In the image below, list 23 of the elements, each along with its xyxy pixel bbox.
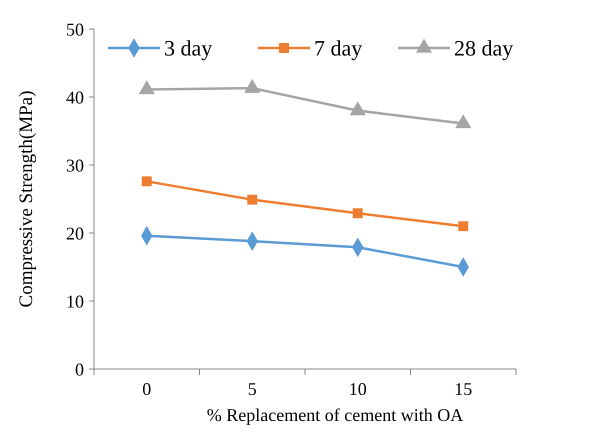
point bbox=[142, 176, 152, 186]
point bbox=[247, 194, 258, 205]
point bbox=[458, 221, 468, 232]
point bbox=[244, 79, 260, 93]
y-tick-label: 0 bbox=[75, 359, 84, 380]
x-axis-title: % Replacement of cement with OA bbox=[206, 405, 464, 425]
y-axis-title: Compressive Strength(MPa) bbox=[16, 90, 37, 308]
x-tick-label: 5 bbox=[248, 379, 257, 399]
legend-label: 28 day bbox=[454, 36, 514, 61]
x-tick-label: 0 bbox=[142, 379, 152, 399]
point bbox=[139, 80, 154, 94]
y-tick-label: 40 bbox=[66, 87, 84, 108]
legend-label: 3 day bbox=[164, 36, 212, 61]
point bbox=[350, 102, 366, 116]
x-tick-label: 15 bbox=[454, 379, 472, 399]
point bbox=[456, 114, 471, 128]
y-tick-label: 30 bbox=[66, 155, 84, 176]
y-tick-label: 50 bbox=[66, 19, 84, 40]
point bbox=[352, 208, 363, 218]
y-tick-label: 10 bbox=[66, 291, 84, 312]
legend-label: 7 day bbox=[314, 36, 362, 61]
x-tick-label: 10 bbox=[348, 379, 367, 399]
y-tick-label: 20 bbox=[66, 223, 84, 244]
